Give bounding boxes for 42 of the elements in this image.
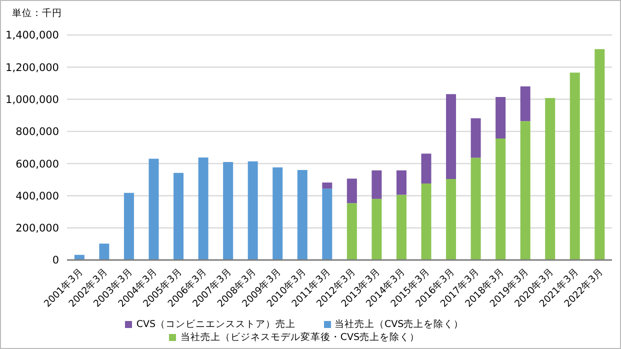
legend-label: CVS（コンビニエンスストア）売上 [136,319,296,330]
y-tick-label: 1,000,000 [6,94,59,106]
bar [421,154,432,184]
y-tick-label: 0 [52,254,59,267]
bar [148,158,159,260]
bar [99,244,110,260]
bar [346,178,357,204]
legend-label: 当社売上（ビジネスモデル変革後・CVS売上を除く） [180,332,420,343]
bar [421,184,432,260]
bar [272,167,283,260]
bar [496,138,506,260]
bar [322,188,332,260]
bar [446,179,456,260]
bar [223,162,234,260]
bar [396,170,406,195]
y-tick-label: 200,000 [16,222,59,235]
bar [248,161,258,260]
bar [545,98,556,260]
y-tick-label: 1,200,000 [6,62,59,74]
bar [446,94,456,179]
bar [396,194,406,260]
bar [520,121,530,260]
bar [470,158,481,260]
bar [346,203,357,260]
bar [372,198,382,260]
y-tick-label: 400,000 [16,190,59,202]
bar [470,118,481,158]
bar [198,157,208,260]
bar [297,170,308,260]
legend-label: 当社売上（CVS売上を除く） [334,319,464,330]
y-tick-label: 800,000 [16,126,59,138]
bar [496,97,506,138]
bar [594,49,605,260]
bar [124,192,134,260]
y-tick-label: 1,400,000 [6,30,59,42]
bar [322,182,332,189]
bar [570,72,580,260]
y-tick-label: 600,000 [16,158,59,170]
y-axis-title: 単位：千円 [12,7,62,20]
bar [174,172,184,260]
bar [520,86,530,122]
bar [372,170,382,199]
